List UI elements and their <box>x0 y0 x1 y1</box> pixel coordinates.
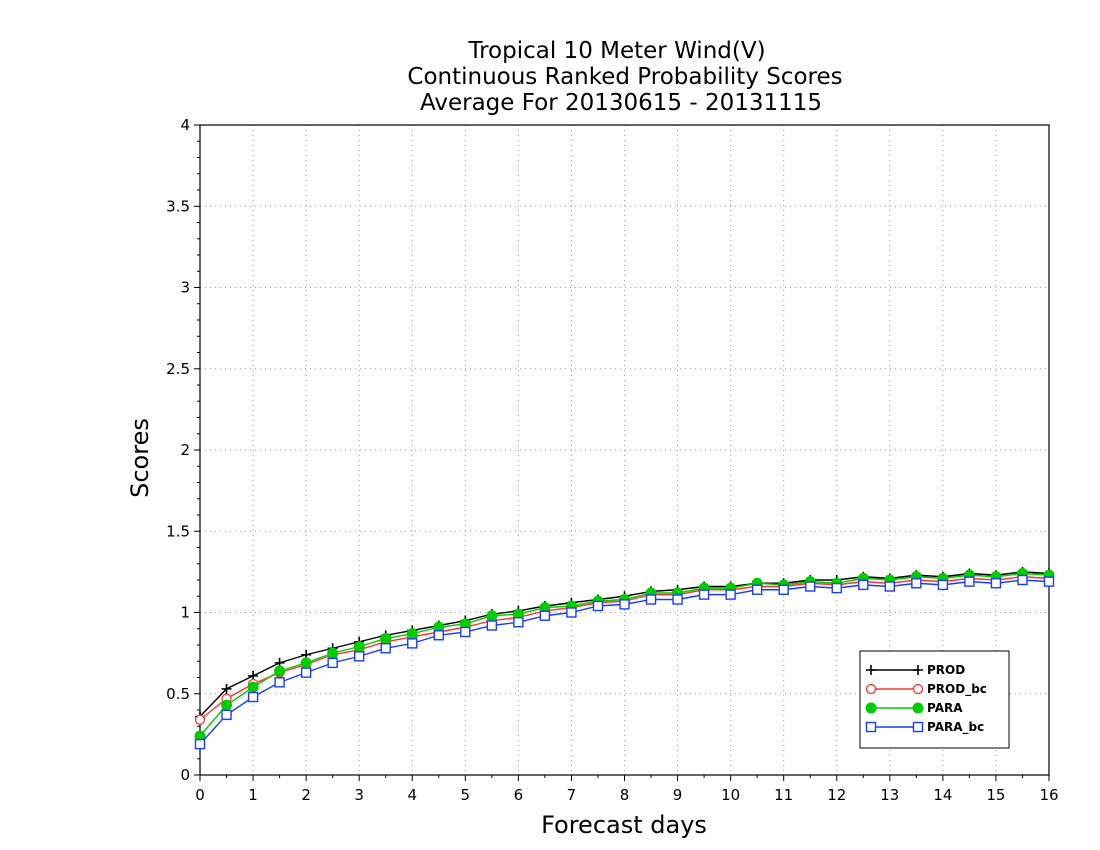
data-point <box>353 641 365 653</box>
x-tick-label: 9 <box>673 786 683 804</box>
data-point <box>964 576 975 587</box>
data-point <box>990 578 1002 589</box>
data-point <box>194 738 206 750</box>
data-point <box>725 589 736 600</box>
x-tick-label: 7 <box>567 786 577 804</box>
data-point <box>433 630 444 641</box>
data-point <box>353 651 365 662</box>
data-point <box>513 617 524 628</box>
y-tick-label: 3.5 <box>166 197 190 215</box>
x-tick-label: 10 <box>721 786 740 804</box>
data-point <box>645 594 657 605</box>
y-axis-label: Scores <box>126 418 154 498</box>
data-point <box>460 626 471 638</box>
y-tick-label: 2.5 <box>166 360 190 378</box>
data-point <box>274 665 286 677</box>
y-tick-label: 4 <box>180 116 190 134</box>
legend-marker <box>912 721 924 733</box>
data-point <box>566 607 577 618</box>
legend-marker <box>865 702 877 714</box>
data-point <box>592 600 604 612</box>
x-tick-label: 6 <box>514 786 524 804</box>
data-point <box>327 647 339 659</box>
data-point <box>221 709 232 721</box>
legend-label: PROD <box>927 663 965 677</box>
x-tick-label: 15 <box>986 786 1005 804</box>
x-tick-label: 12 <box>827 786 846 804</box>
x-tick-label: 14 <box>933 786 952 804</box>
legend-label: PARA_bc <box>927 720 984 735</box>
data-point <box>884 581 896 592</box>
y-tick-label: 0.5 <box>166 685 190 703</box>
x-tick-label: 11 <box>774 786 793 804</box>
data-point <box>751 584 763 595</box>
data-point <box>407 638 418 649</box>
data-point <box>300 667 312 678</box>
y-tick-label: 1.5 <box>166 522 190 540</box>
y-tick-label: 2 <box>180 441 190 459</box>
data-point <box>221 699 233 711</box>
legend-marker <box>912 702 924 714</box>
y-tick-label: 3 <box>180 279 190 297</box>
legend-label: PARA <box>927 701 963 715</box>
legend: PROD PROD_bc PARA PARA_bc <box>859 650 1010 749</box>
data-point <box>539 610 551 621</box>
data-point <box>937 579 949 591</box>
data-point <box>831 582 842 594</box>
data-point <box>805 581 816 592</box>
x-axis-label: Forecast days <box>541 811 707 839</box>
data-point <box>221 683 232 694</box>
x-tick-label: 13 <box>880 786 899 804</box>
chart-title-line-2: Continuous Ranked Probability Scores <box>407 64 842 90</box>
data-point <box>911 578 922 589</box>
data-point <box>672 594 683 605</box>
grid <box>200 125 1049 775</box>
data-point <box>778 584 789 595</box>
chart-title-line-3: Average For 20130615 - 20131115 <box>420 90 822 116</box>
axis-ticks: 0 1 2 3 4 5 6 7 8 9 10 11 12 13 14 15 1600.511.522.533.5… <box>166 116 1058 804</box>
legend-marker <box>913 665 923 675</box>
data-point <box>698 589 710 600</box>
data-point <box>486 620 498 631</box>
chart-title-line-1: Tropical 10 Meter Wind(V) <box>467 38 765 64</box>
data-point <box>380 633 392 644</box>
legend-marker <box>865 683 877 695</box>
data-point <box>247 681 259 693</box>
data-point <box>406 628 418 640</box>
x-tick-label: 2 <box>301 786 311 804</box>
legend-marker <box>912 683 924 695</box>
legend-marker <box>866 665 876 675</box>
data-point <box>858 579 869 591</box>
x-tick-label: 8 <box>620 786 630 804</box>
y-tick-label: 1 <box>180 604 190 622</box>
data-point <box>300 657 312 669</box>
x-tick-label: 16 <box>1039 786 1058 804</box>
series-para-bc <box>194 574 1055 750</box>
data-point <box>247 691 259 703</box>
data-point <box>327 657 338 669</box>
data-point <box>619 599 630 610</box>
data-point <box>274 677 285 688</box>
y-tick-label: 0 <box>180 766 190 784</box>
legend-box <box>859 650 1010 749</box>
x-tick-label: 3 <box>354 786 364 804</box>
x-tick-label: 0 <box>195 786 205 804</box>
data-point <box>380 643 391 654</box>
legend-marker <box>865 721 877 733</box>
legend-label: PROD_bc <box>927 682 987 697</box>
data-point <box>1017 574 1028 586</box>
data-point <box>486 610 498 622</box>
x-tick-label: 1 <box>248 786 258 804</box>
data-point <box>1043 576 1055 587</box>
series-group <box>194 566 1055 750</box>
x-tick-label: 4 <box>407 786 417 804</box>
x-tick-label: 5 <box>461 786 471 804</box>
data-point <box>194 714 206 725</box>
